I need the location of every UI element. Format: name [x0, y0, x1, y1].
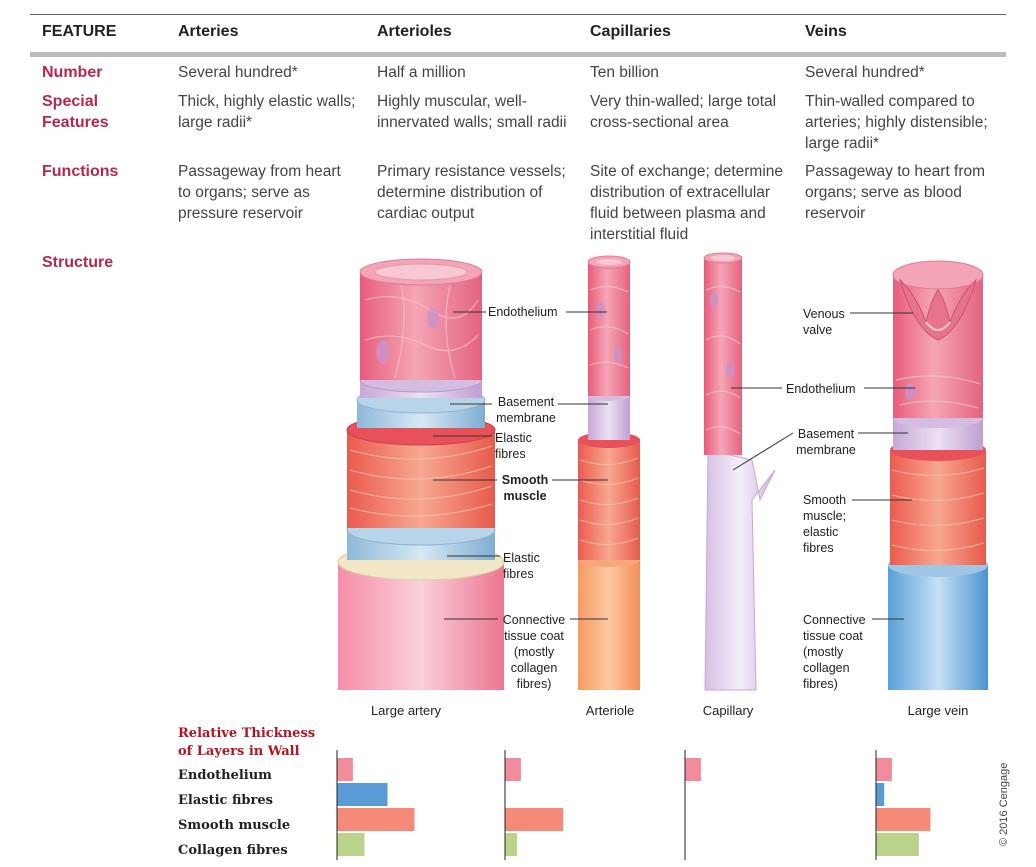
large-artery-illustration	[337, 258, 505, 690]
cell-number-arterioles: Half a million	[377, 64, 466, 81]
cell-number-arteries: Several hundred*	[178, 64, 298, 81]
cell-special-capillaries: Very thin-walled; large total cross-sect…	[590, 93, 777, 131]
caption-large-vein: Large vein	[907, 703, 969, 718]
header-capillaries: Capillaries	[590, 23, 671, 40]
label-smooth-muscle-vein: Smooth muscle; elastic fibres	[803, 493, 847, 555]
header-arterioles: Arterioles	[377, 23, 452, 40]
thickness-bar	[337, 783, 388, 806]
label-connective-tissue-artery: Connective tissue coat (mostly collagen …	[502, 613, 566, 691]
cell-number-veins: Several hundred*	[805, 64, 925, 81]
label-endothelium-capillary: Endothelium	[786, 382, 856, 396]
row-label-functions: Functions	[42, 163, 119, 180]
cell-special-arteries: Thick, highly elastic walls; large radii…	[178, 93, 356, 131]
thickness-bar	[685, 758, 701, 781]
label-basement-membrane-artery: Basement membrane	[496, 395, 556, 425]
cell-number-capillaries: Ten billion	[590, 64, 659, 81]
label-smooth-muscle-artery: Smooth muscle	[501, 473, 549, 503]
label-connective-tissue-vein: Connective tissue coat (mostly collagen …	[803, 613, 866, 691]
large-vein-illustration	[888, 260, 988, 690]
table-header-rule	[30, 52, 1006, 57]
thickness-bar	[505, 833, 518, 856]
capillary-illustration	[703, 252, 776, 691]
row-label-structure: Structure	[42, 254, 114, 271]
header-feature: FEATURE	[42, 23, 117, 40]
label-basement-membrane-vein: Basement membrane	[796, 427, 856, 457]
caption-arteriole: Arteriole	[585, 703, 635, 718]
thickness-bar	[505, 758, 521, 781]
header-arteries: Arteries	[178, 23, 239, 40]
thickness-bar	[876, 808, 931, 831]
leader-lines	[433, 311, 915, 620]
cell-special-veins: Thin-walled compared to arteries; highly…	[805, 93, 988, 152]
arteriole-illustration	[578, 255, 640, 690]
thickness-bar	[337, 758, 353, 781]
caption-large-artery: Large artery	[370, 703, 442, 718]
copyright: © 2016 Cengage	[998, 762, 1010, 846]
layer-label-smooth-muscle: Smooth muscle	[178, 818, 291, 833]
table-top-rule	[30, 14, 1006, 15]
header-veins: Veins	[805, 23, 847, 40]
thickness-bar	[876, 758, 892, 781]
label-elastic-fibres-1: Elastic fibres	[495, 431, 532, 461]
row-label-number: Number	[42, 64, 103, 81]
cell-functions-veins: Passageway to heart from organs; serve a…	[805, 163, 986, 222]
thickness-bar	[337, 833, 365, 856]
label-elastic-fibres-2: Elastic fibres	[503, 551, 540, 581]
caption-capillary: Capillary	[702, 703, 754, 718]
cell-special-arterioles: Highly muscular, well-innervated walls; …	[377, 93, 567, 131]
thickness-bar	[505, 808, 564, 831]
row-label-special-features: Special Features	[42, 93, 109, 131]
layer-label-endothelium: Endothelium	[178, 768, 272, 783]
layer-label-collagen-fibres: Collagen fibres	[178, 843, 288, 858]
thickness-bar	[337, 808, 415, 831]
thickness-bar	[876, 783, 885, 806]
thickness-title: Relative Thickness of Layers in Wall	[178, 726, 316, 759]
label-venous-valve: Venous valve	[803, 307, 845, 337]
cell-functions-capillaries: Site of exchange; determine distribution…	[590, 163, 784, 243]
cell-functions-arterioles: Primary resistance vessels; determine di…	[377, 163, 566, 222]
cell-functions-arteries: Passageway from heart to organs; serve a…	[178, 163, 341, 222]
label-endothelium-artery: Endothelium	[488, 305, 558, 319]
layer-label-elastic-fibres: Elastic fibres	[178, 793, 273, 808]
thickness-bar	[876, 833, 919, 856]
